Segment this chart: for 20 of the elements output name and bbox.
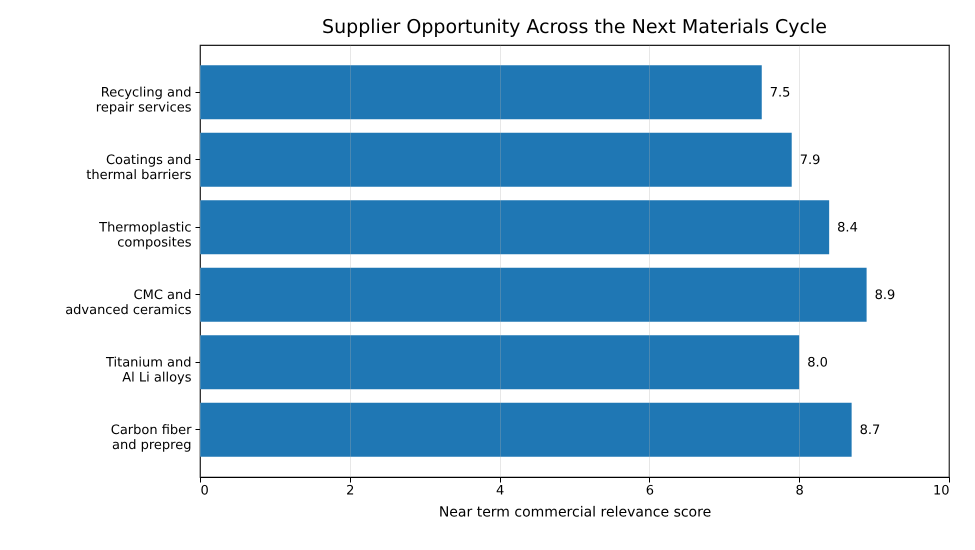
- y-tick-label: Recycling and repair services: [96, 85, 192, 116]
- x-axis-title: Near term commercial relevance score: [438, 504, 712, 520]
- data-label: 7.5: [770, 85, 790, 100]
- y-tick-label: CMC and advanced ceramics: [65, 288, 192, 318]
- x-tick-label: 6: [646, 484, 654, 498]
- data-label: 8.9: [874, 288, 896, 303]
- data-label: 8.4: [837, 220, 858, 236]
- data-label: 8.0: [807, 355, 828, 370]
- y-tick-label: Carbon fiber and prepreg: [110, 422, 192, 453]
- y-tick-label: Titanium and Al Li alloys: [104, 355, 192, 386]
- y-tick-label: Thermoplastic composites: [98, 220, 192, 250]
- x-tick-label: 2: [346, 484, 354, 498]
- y-tick-label: Coatings and thermal barriers: [86, 152, 192, 183]
- x-tick-label: 10: [932, 484, 950, 498]
- x-tick-label: 4: [496, 484, 504, 498]
- x-tick-label: 0: [200, 484, 209, 498]
- data-label: 8.7: [860, 422, 880, 438]
- x-tick-label: 8: [796, 484, 804, 498]
- chart-title: Supplier Opportunity Across the Next Materials Cycle: [322, 16, 827, 38]
- data-label: 7.9: [800, 152, 820, 168]
